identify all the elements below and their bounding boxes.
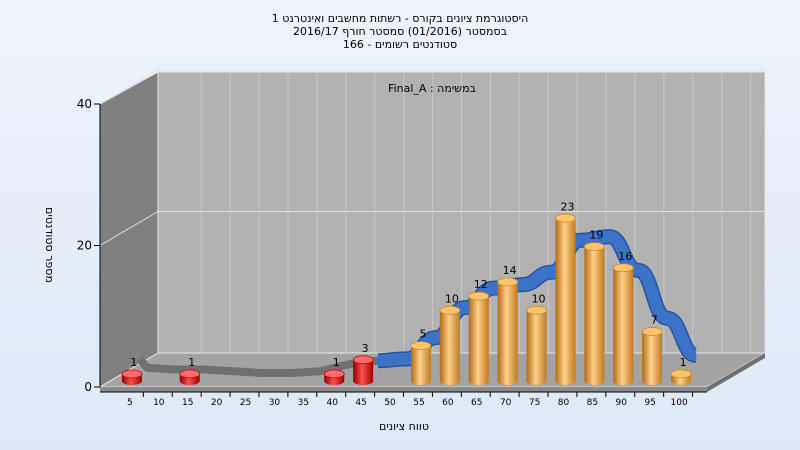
bar-value-label: 3	[362, 342, 369, 355]
y-axis-title: מספר סטודנטים	[43, 207, 56, 283]
bar: 1	[121, 356, 143, 385]
bar: 3	[352, 342, 374, 385]
task-label: במשימה : Final_A	[388, 82, 476, 95]
bar-top	[410, 341, 432, 350]
bar: 1	[323, 356, 345, 385]
x-tick-label: 25	[240, 398, 251, 408]
x-tick-label: 50	[384, 398, 396, 408]
bar-body	[410, 345, 431, 385]
bar-body	[584, 246, 605, 385]
bar-body	[468, 296, 489, 385]
bar-value-label: 7	[651, 313, 658, 326]
x-tick-label: 30	[269, 398, 281, 408]
x-tick-label: 40	[327, 398, 339, 408]
bar-value-label: 1	[188, 356, 195, 369]
x-axis: 5 10 15 20 25 30 35 40 45 50 55 60 65 70 75 80 85 90 95 100	[100, 391, 707, 408]
bar: 7	[641, 313, 663, 385]
bar-body	[613, 267, 634, 385]
bar: 23	[555, 200, 576, 385]
x-tick-label: 85	[587, 398, 598, 408]
x-axis-title: טווח ציונים	[379, 420, 429, 433]
x-tick-label: 45	[355, 398, 366, 408]
x-tick-label: 100	[671, 398, 688, 408]
bar-top	[352, 355, 374, 365]
bar-top	[526, 305, 547, 315]
bar-body	[439, 310, 460, 385]
bar-top	[179, 369, 201, 379]
y-tick-label: 40	[77, 97, 92, 111]
x-tick-label: 60	[442, 398, 454, 408]
bars: 1 1 1 3 5 10 12 14 10 23 19 16 7 1	[121, 200, 692, 386]
x-tick-label: 35	[298, 398, 309, 408]
title-line-2: בסמסטר (01/2016) סמסטר חורף 2016/17	[293, 25, 507, 38]
bar: 10	[439, 292, 461, 385]
title-line-3: סטודנטים רשומים - 166	[343, 38, 457, 51]
bar-top	[323, 369, 345, 379]
title-line-1: היסטוגרמת ציונים בקורס - רשתות מחשבים וא…	[272, 12, 529, 25]
bar-value-label: 10	[445, 292, 459, 305]
bar-top	[439, 305, 461, 315]
bar-body	[555, 218, 576, 385]
bar-top	[555, 213, 576, 223]
bar-value-label: 1	[130, 356, 137, 369]
distribution-curve	[136, 229, 699, 377]
floor-front-edge	[100, 387, 707, 392]
bar: 5	[410, 328, 432, 385]
bar: 19	[584, 229, 605, 385]
bar-value-label: 23	[560, 200, 574, 213]
x-tick-label: 75	[529, 398, 540, 408]
curve-ribbon	[378, 230, 698, 367]
floor-right-edge	[707, 353, 765, 392]
x-tick-label: 55	[413, 398, 424, 408]
side-wall	[99, 71, 159, 388]
x-tick-label: 65	[471, 398, 482, 408]
x-tick-label: 15	[182, 398, 193, 408]
bar-value-label: 19	[589, 229, 603, 242]
bar: 1	[179, 356, 201, 385]
bar-top	[641, 327, 663, 336]
bar: 12	[468, 278, 490, 385]
y-tick-label: 0	[84, 380, 92, 394]
x-tick-label: 90	[616, 398, 628, 408]
bar-top	[121, 369, 143, 379]
bar: 1	[670, 356, 692, 385]
gridline-side	[99, 211, 159, 246]
x-tick-label: 10	[153, 398, 165, 408]
curve-flat-segment	[136, 356, 379, 377]
x-tick-label: 20	[211, 398, 223, 408]
bar: 10	[526, 292, 547, 385]
bar-value-label: 10	[532, 292, 546, 305]
bar-top	[612, 263, 634, 273]
gridline-side	[99, 69, 159, 105]
bar-body	[642, 331, 663, 385]
gridlines	[99, 69, 765, 353]
y-axis: 0 20 40	[77, 97, 101, 394]
x-tick-label: 70	[500, 398, 512, 408]
bar-body	[497, 281, 518, 386]
bar-top	[584, 242, 605, 251]
bar-top	[497, 277, 519, 287]
bar-value-label: 12	[474, 278, 488, 291]
bar: 16	[612, 250, 634, 385]
x-tick-label: 95	[644, 398, 655, 408]
bar-body	[526, 310, 547, 385]
bar-top	[468, 291, 490, 301]
bar-value-label: 1	[680, 356, 687, 369]
bar-value-label: 5	[419, 328, 426, 341]
bar: 14	[497, 264, 519, 386]
bar-value-label: 1	[333, 356, 340, 369]
bar-top	[670, 369, 692, 379]
bar-value-label: 14	[503, 264, 517, 277]
bar-value-label: 16	[618, 250, 632, 263]
y-tick-label: 20	[77, 239, 92, 253]
bar-body	[353, 359, 374, 385]
x-tick-label: 5	[127, 398, 133, 408]
x-tick-label: 80	[558, 398, 570, 408]
chart-title: היסטוגרמת ציונים בקורס - רשתות מחשבים וא…	[272, 12, 529, 51]
